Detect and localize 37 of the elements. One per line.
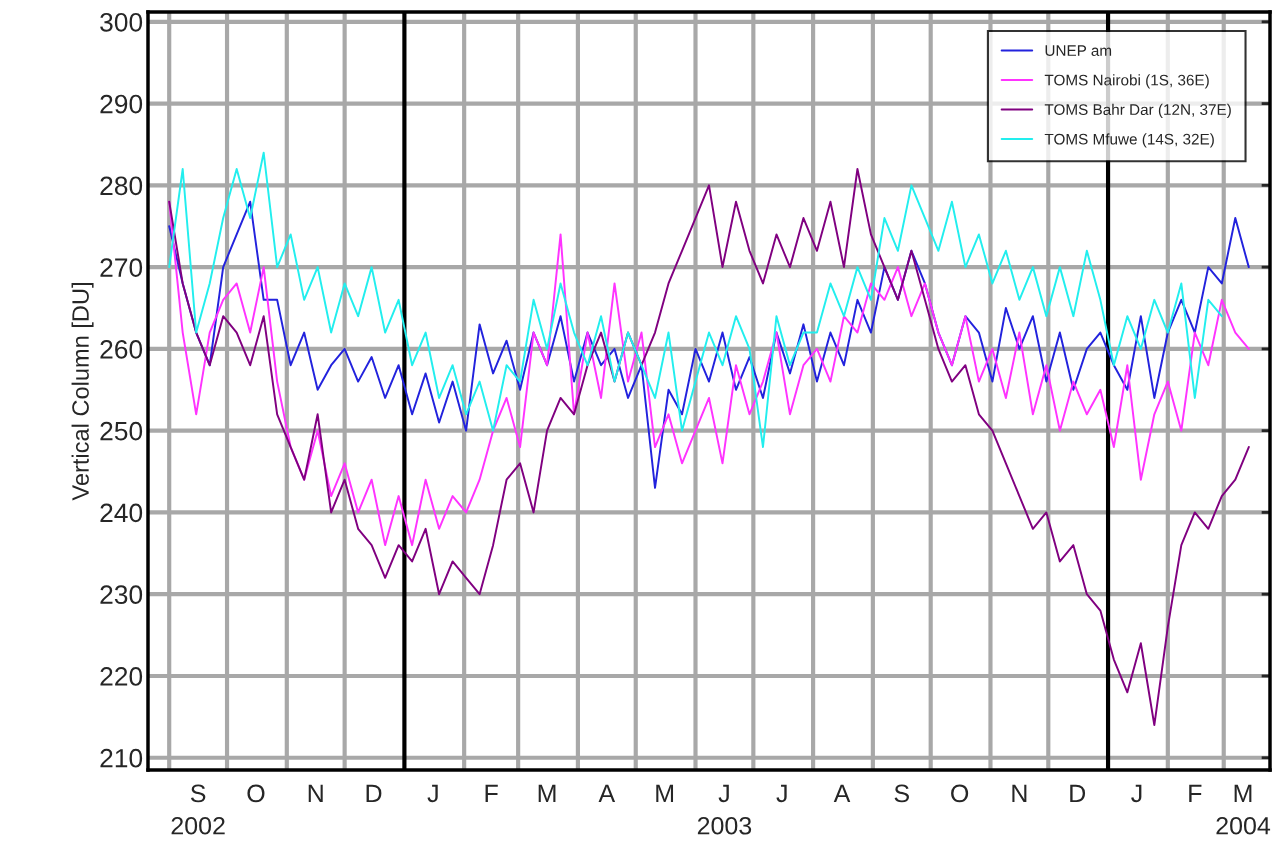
- legend-label: UNEP am: [1045, 45, 1112, 56]
- y-tick-label: 260: [100, 340, 143, 359]
- y-tick-label: 220: [100, 667, 143, 686]
- x-tick-label: J: [1131, 784, 1142, 803]
- legend-label: TOMS Mfuwe (14S, 32E): [1044, 133, 1214, 148]
- x-tick-label: O: [951, 784, 969, 803]
- x-tick-label: N: [1012, 784, 1027, 803]
- x-tick-label: D: [366, 784, 382, 803]
- y-tick-label: 230: [100, 585, 143, 605]
- legend-label: TOMS Bahr Dar (12N, 37E): [1044, 103, 1231, 119]
- y-tick-label: 290: [100, 94, 143, 114]
- y-tick-label: 280: [100, 176, 143, 196]
- y-tick-label: 210: [100, 748, 143, 768]
- x-tick-label: M: [656, 784, 674, 803]
- y-axis-title: Vertical Column [DU]: [71, 283, 94, 501]
- x-tick-label: A: [598, 784, 616, 803]
- x-tick-label: F: [485, 784, 498, 803]
- y-tick-label: 250: [100, 421, 143, 441]
- x-tick-label: J: [427, 784, 438, 803]
- x-tick-label: M: [538, 784, 556, 803]
- line-series: [168, 151, 1223, 448]
- x-tick-label: J 2003: [697, 784, 752, 835]
- line-series: [168, 168, 1250, 726]
- legend-label: TOMS Nairobi (1S, 36E): [1044, 74, 1209, 89]
- line-series: [168, 200, 1250, 489]
- y-tick-label: 240: [100, 503, 143, 523]
- x-tick-label: J: [776, 784, 787, 803]
- x-tick-label: D: [1070, 784, 1086, 803]
- x-tick-label: M 2004: [1216, 784, 1271, 835]
- y-tick-label: 300: [100, 12, 143, 32]
- x-tick-label: F: [1189, 784, 1202, 803]
- y-tick-label: 270: [100, 258, 143, 277]
- x-tick-label: S 2002: [171, 784, 225, 835]
- x-tick-label: A: [833, 784, 851, 803]
- x-tick-label: S: [894, 784, 909, 803]
- x-tick-label: O: [247, 784, 265, 803]
- x-tick-label: N: [308, 784, 323, 803]
